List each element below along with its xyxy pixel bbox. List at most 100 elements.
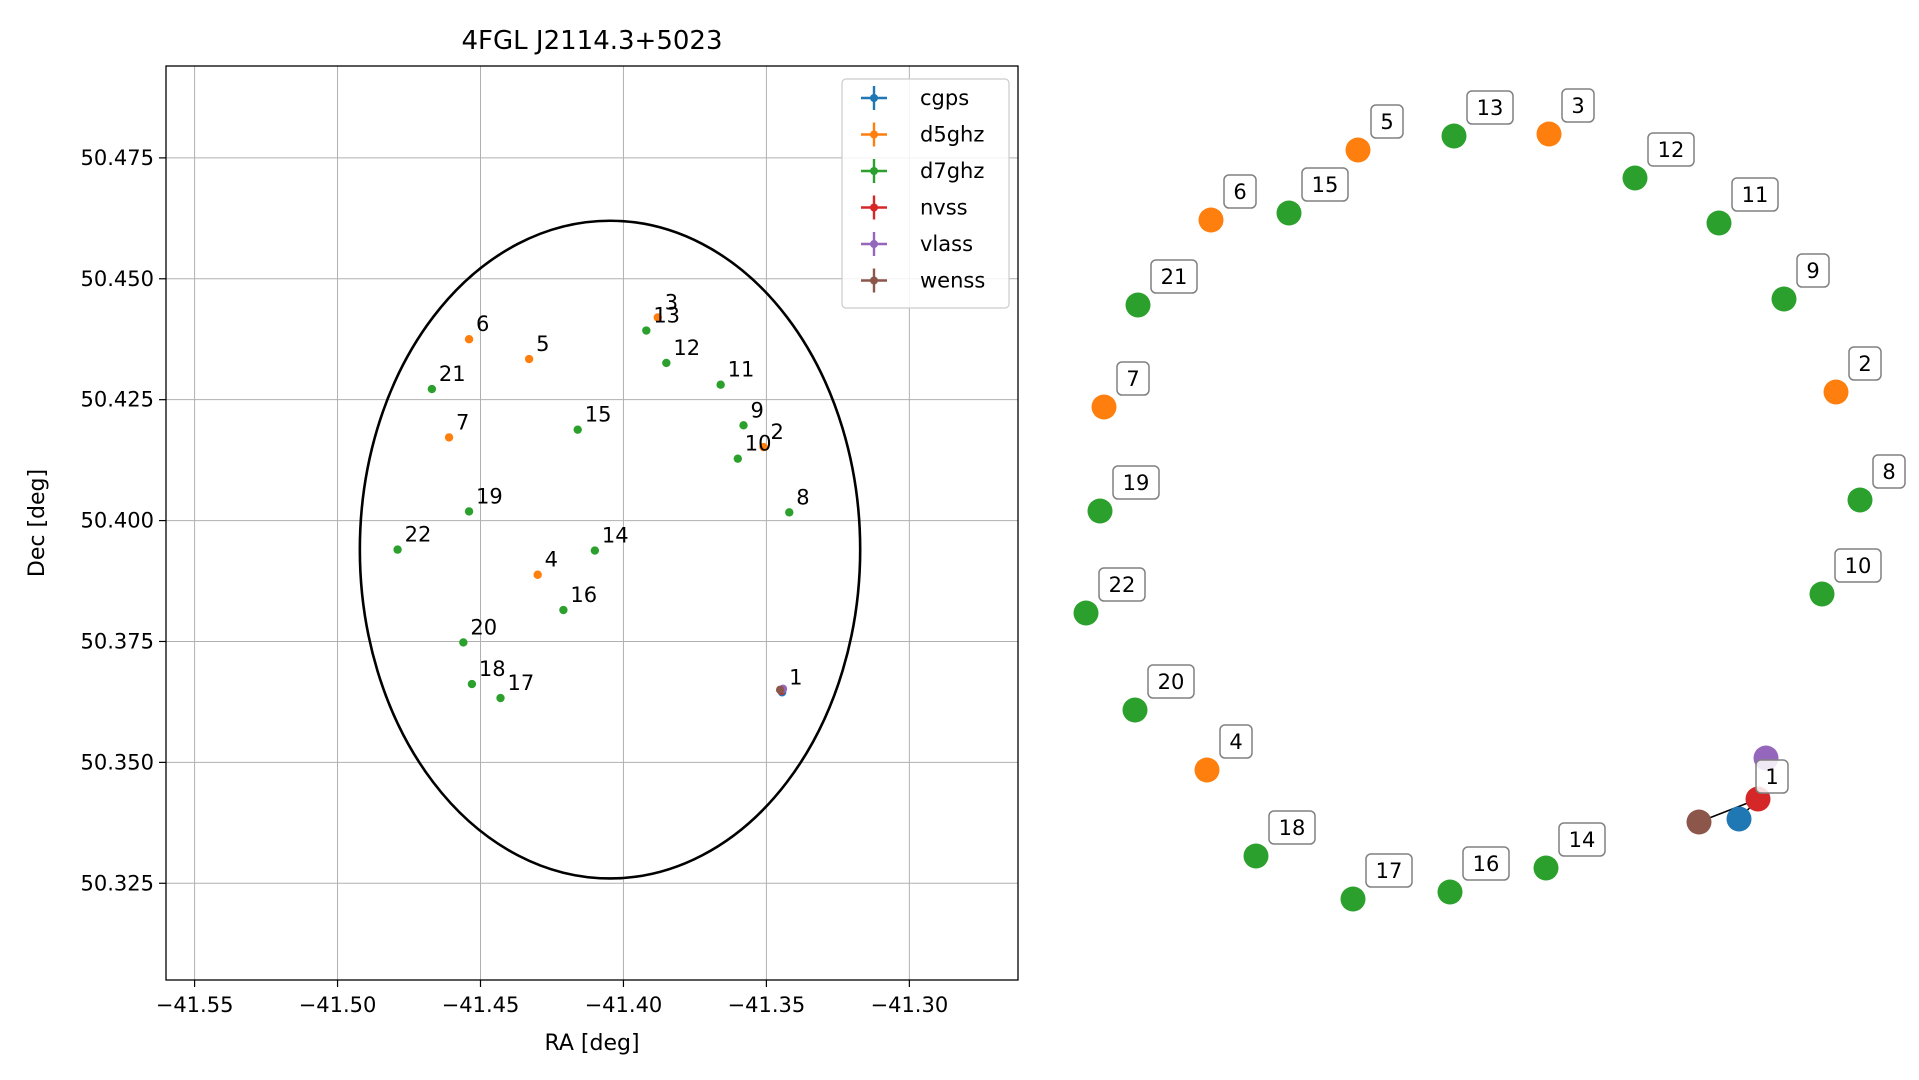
point-d5ghz-2 (759, 442, 768, 452)
layout-point-21 (1125, 292, 1151, 318)
legend-dot-cgps (870, 94, 878, 102)
point-label: 7 (456, 410, 469, 434)
x-tick-label: −41.50 (299, 993, 377, 1017)
layout-label-box (1268, 810, 1316, 845)
point-label: 14 (602, 524, 629, 548)
point-label: 18 (479, 657, 506, 681)
layout-label: 1 (1765, 765, 1778, 789)
y-tick-label: 50.425 (81, 388, 154, 412)
layout-point-4 (1194, 757, 1220, 783)
axes-frame (165, 65, 1019, 981)
layout-label-box (1112, 465, 1160, 500)
legend-dot-vlass (870, 240, 878, 248)
layout-label-box (1558, 822, 1606, 857)
y-tick-label: 50.350 (81, 750, 154, 774)
layout-label: 12 (1658, 138, 1685, 162)
layout-point-22 (1073, 600, 1099, 626)
error-ellipse-shape (358, 219, 862, 880)
layout-label: 15 (1312, 173, 1339, 197)
layout-label: 17 (1376, 859, 1403, 883)
layout-label-box (1370, 104, 1404, 139)
layout-label: 5 (1380, 110, 1393, 134)
point-d5ghz-3 (653, 313, 662, 322)
layout-label: 3 (1571, 94, 1584, 118)
legend-dot-d7ghz (870, 167, 878, 175)
point-label: 2 (771, 420, 784, 444)
point-label: 9 (751, 398, 764, 422)
point-label: 8 (796, 485, 809, 509)
legend-entry-d5ghz: d5ghz (920, 123, 984, 147)
layout-label: 7 (1126, 367, 1139, 391)
legend-box (841, 78, 1010, 309)
layout-label: 19 (1123, 471, 1150, 495)
point-wenss-1 (775, 685, 785, 695)
layout-label: 13 (1477, 96, 1504, 120)
layout-label-box (1365, 853, 1413, 888)
chart-title: 4FGL J2114.3+5023 (462, 26, 723, 56)
layout-label: 2 (1858, 352, 1871, 376)
cluster-point (1686, 809, 1712, 835)
layout-point-5 (1345, 137, 1371, 163)
layout-point-15 (1276, 200, 1302, 226)
point-label: 12 (673, 336, 700, 360)
point-d5ghz-4 (533, 570, 542, 579)
point-d7ghz-12 (662, 358, 671, 368)
point-label: 17 (508, 671, 535, 695)
layout-label: 6 (1233, 180, 1246, 204)
point-d5ghz-6 (464, 335, 474, 344)
y-tick-label: 50.400 (81, 509, 154, 533)
point-label: 1 (789, 665, 802, 689)
y-tick-label: 50.325 (81, 871, 154, 895)
point-d7ghz-22 (393, 545, 402, 554)
layout-point-17 (1340, 886, 1366, 912)
point-label: 6 (476, 312, 489, 336)
layout-label-box (1647, 132, 1695, 167)
error-ellipse (358, 219, 862, 880)
layout-label: 16 (1473, 852, 1500, 876)
point-d7ghz-17 (496, 693, 505, 703)
layout-label-box (1462, 846, 1510, 881)
cluster-point (1726, 806, 1752, 832)
point-d7ghz-11 (716, 380, 725, 389)
layout-point-3 (1536, 121, 1562, 147)
point-d7ghz-16 (559, 605, 568, 615)
point-d7ghz-18 (467, 679, 477, 689)
layout-label: 11 (1742, 183, 1769, 207)
x-tick-label: −41.45 (442, 993, 520, 1017)
y-tick-label: 50.375 (81, 629, 154, 653)
legend-entry-d7ghz: d7ghz (920, 159, 984, 183)
layout-point-18 (1243, 843, 1269, 869)
layout-label: 20 (1158, 670, 1185, 694)
layout-point-19 (1087, 498, 1113, 524)
layout-label-box (1796, 253, 1830, 288)
layout-label: 9 (1806, 259, 1819, 283)
point-d7ghz-21 (427, 384, 437, 394)
layout-label-box (1872, 454, 1906, 489)
layout-point-2 (1823, 379, 1849, 405)
legend-dot-wenss (870, 276, 878, 285)
point-label: 3 (665, 290, 678, 314)
y-tick-label: 50.450 (81, 267, 154, 291)
point-d5ghz-5 (524, 354, 534, 364)
layout-label-box (1150, 259, 1198, 294)
point-d7ghz-10 (733, 454, 743, 463)
x-axis-label: RA [deg] (544, 1031, 639, 1056)
layout-point-10 (1809, 581, 1835, 607)
layout-label-box (1834, 548, 1882, 583)
legend-dot-nvss (870, 203, 878, 212)
layout-point-8 (1847, 487, 1873, 513)
point-label: 20 (470, 615, 497, 639)
layout-label: 4 (1229, 730, 1242, 754)
point-d7ghz-8 (785, 508, 794, 517)
layout-label: 14 (1569, 828, 1596, 852)
point-label: 4 (545, 548, 558, 572)
legend-dot-d5ghz (870, 130, 878, 139)
layout-point-6 (1198, 207, 1224, 233)
layout-label-box (1147, 664, 1195, 699)
point-label: 19 (476, 484, 503, 508)
y-axis-label: Dec [deg] (25, 469, 50, 577)
layout-label-box (1561, 88, 1595, 123)
